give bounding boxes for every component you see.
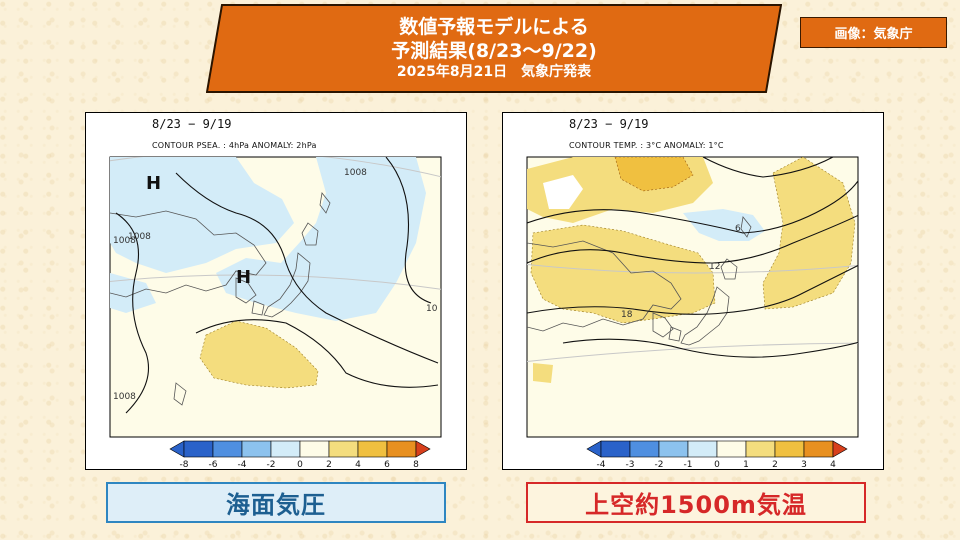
positive-anomaly-area [199, 320, 319, 389]
contour-info-label: CONTOUR TEMP. : 3°C ANOMALY: 1°C [569, 141, 724, 150]
positive-anomaly-patch [533, 363, 553, 383]
pressure-anomaly-colorbar [169, 440, 431, 458]
header-issue-date: 2025年8月21日 気象庁発表 [396, 63, 592, 80]
colorbar-tick: -2 [267, 460, 276, 469]
sea-level-pressure-caption: 海面気圧 [106, 482, 446, 523]
isobar-label: 1008 [128, 232, 151, 242]
header-title-line2: 予測結果(8/23～9/22) [391, 39, 597, 62]
latitude-line [527, 342, 858, 362]
isobar-label: 10 [426, 304, 438, 314]
colorbar-tick: 1 [743, 460, 749, 469]
colorbar-tick: 8 [413, 460, 419, 469]
colorbar-tick: -4 [597, 460, 606, 469]
image-credit-badge: 画像：気象庁 [800, 17, 947, 48]
upper-air-temperature-map: 6 12 18 -4 -3 -2 -1 0 1 2 3 4 [526, 156, 859, 469]
header-banner [206, 4, 782, 93]
isobars [115, 157, 439, 414]
forecast-period-label: 8/23 − 9/19 [152, 117, 232, 131]
strong-positive-anomaly-area [614, 157, 694, 192]
colorbar-tick: -8 [180, 460, 189, 469]
negative-anomaly-area-east [216, 157, 426, 321]
sea-level-pressure-map-panel: H H 1008 1008 1008 1008 10 -8 -6 -4 -2 [85, 112, 467, 470]
latitude-line [110, 157, 441, 178]
colorbar-tick: -3 [626, 460, 635, 469]
sea-level-pressure-map: H H 1008 1008 1008 1008 10 -8 -6 -4 -2 [109, 156, 442, 469]
latitude-line [110, 274, 441, 290]
colorbar-tick: 6 [384, 460, 390, 469]
colorbar-tick: 2 [772, 460, 778, 469]
colorbar-tick: 0 [297, 460, 303, 469]
latitude-line [527, 263, 858, 274]
contour-info-label: CONTOUR PSEA. : 4hPa ANOMALY: 2hPa [152, 141, 317, 150]
upper-air-temperature-caption: 上空約1500m気温 [526, 482, 866, 523]
colorbar-tick: 2 [326, 460, 332, 469]
header-title: 数値予報モデルによる 予測結果(8/23～9/22) 2025年8月21日 気象… [206, 4, 782, 93]
isobar-label: 1008 [113, 236, 136, 246]
colorbar-tick: -1 [684, 460, 693, 469]
header-title-line1: 数値予報モデルによる [399, 16, 589, 38]
isotherms [527, 157, 858, 358]
colorbar-tick: -6 [209, 460, 218, 469]
isobar-label: 1008 [344, 168, 367, 178]
negative-anomaly-area [110, 157, 294, 273]
coastlines [110, 192, 331, 406]
temperature-anomaly-colorbar [586, 440, 848, 458]
colorbar-tick: 3 [801, 460, 807, 469]
isotherm-label: 18 [621, 310, 633, 320]
high-pressure-label: H [146, 173, 161, 194]
isotherm-label: 6 [735, 224, 741, 234]
forecast-period-label: 8/23 − 9/19 [569, 117, 649, 131]
colorbar-tick: 0 [714, 460, 720, 469]
isobar-label: 1008 [113, 392, 136, 402]
upper-air-temperature-map-panel: 6 12 18 -4 -3 -2 -1 0 1 2 3 4 [502, 112, 884, 470]
colorbar-tick: -4 [238, 460, 247, 469]
neutral-patch [543, 175, 583, 209]
positive-anomaly-area-china [530, 224, 716, 324]
high-pressure-label: H [236, 267, 251, 288]
colorbar-tick: 4 [830, 460, 836, 469]
colorbar-tick: 4 [355, 460, 361, 469]
isotherm-label: 12 [709, 262, 720, 272]
colorbar-tick: -2 [655, 460, 664, 469]
